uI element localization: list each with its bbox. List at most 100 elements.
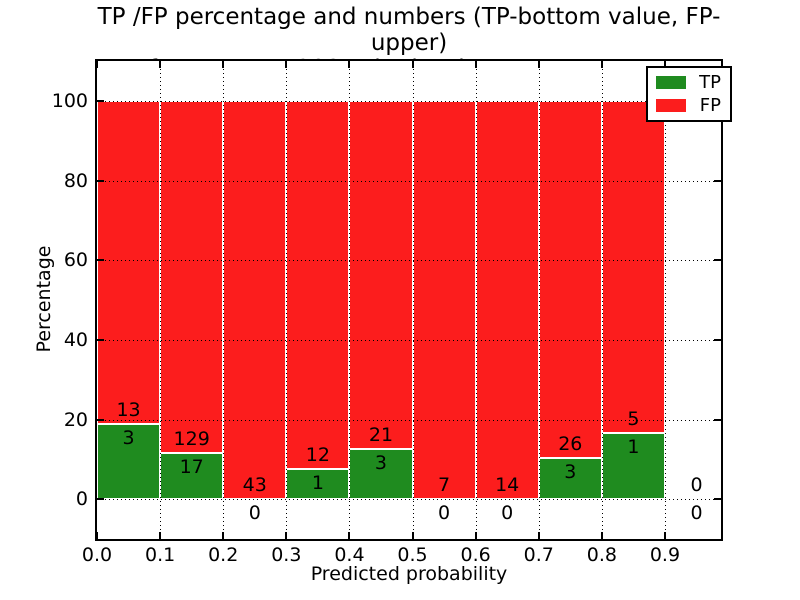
x-tick-mark (285, 61, 288, 68)
legend-row-tp: TP (656, 73, 721, 92)
fp-count-label: 0 (690, 474, 703, 497)
x-tick-label: 0.8 (586, 544, 617, 566)
tp-count-label: 0 (438, 502, 451, 525)
y-tick-mark (714, 498, 721, 501)
fp-legend-swatch-icon (656, 99, 686, 112)
x-tick-mark (411, 532, 414, 539)
y-tick-mark (97, 338, 104, 341)
fp-count-label: 21 (368, 424, 394, 447)
x-tick-mark (411, 61, 414, 68)
legend: TP FP (646, 66, 732, 122)
tp-bar-segment (97, 424, 161, 500)
tp-bar-segment (286, 468, 350, 500)
y-tick-label: 80 (63, 169, 88, 192)
v-gridline (538, 61, 540, 539)
legend-row-fp: FP (656, 96, 721, 115)
tp-bar-segment (349, 449, 413, 500)
x-tick-mark (222, 61, 225, 68)
fp-legend-label: FP (699, 95, 721, 116)
fp-count-label: 13 (116, 399, 141, 422)
x-tick-mark (600, 61, 603, 68)
fp-bar-segment (538, 100, 602, 458)
h-gridline (97, 499, 721, 501)
fp-count-label: 7 (438, 474, 451, 497)
fp-bar-segment (349, 100, 413, 450)
y-tick-mark (97, 99, 104, 102)
x-tick-label: 0.5 (397, 544, 428, 566)
tp-count-label: 1 (311, 471, 324, 494)
y-tick-mark (714, 259, 721, 262)
y-tick-mark (714, 418, 721, 421)
bars-layer (97, 61, 721, 539)
y-tick-mark (97, 259, 104, 262)
x-tick-mark (537, 532, 540, 539)
h-gridline (97, 260, 721, 262)
v-gridline (223, 61, 225, 539)
x-tick-mark (222, 532, 225, 539)
tp-count-label: 17 (179, 455, 204, 478)
h-gridline (97, 100, 721, 102)
y-tick-label: 60 (63, 249, 88, 272)
y-tick-label: 20 (63, 408, 88, 431)
v-gridline (664, 61, 666, 539)
y-tick-mark (714, 179, 721, 182)
v-gridline (286, 61, 288, 539)
chart-title-line1: TP /FP percentage and numbers (TP-bottom… (97, 4, 721, 56)
fp-count-label: 14 (495, 474, 520, 497)
tp-count-label: 0 (501, 502, 514, 525)
tp-count-label: 3 (122, 427, 135, 450)
v-gridline (601, 61, 603, 539)
x-tick-mark (96, 61, 98, 68)
x-tick-mark (348, 532, 351, 539)
y-tick-mark (97, 179, 104, 182)
x-tick-mark (285, 532, 288, 539)
x-tick-mark (600, 532, 603, 539)
h-gridline (97, 180, 721, 182)
tp-count-label: 3 (374, 452, 388, 475)
tp-count-label: 0 (248, 502, 261, 525)
tp-legend-swatch-icon (656, 76, 686, 89)
y-tick-label: 40 (63, 328, 88, 351)
x-tick-mark (474, 61, 477, 68)
x-tick-mark (348, 61, 351, 68)
y-tick-label: 0 (75, 488, 88, 511)
y-tick-mark (97, 418, 104, 421)
tp-count-label: 0 (690, 502, 703, 525)
v-gridline (160, 61, 162, 539)
x-tick-mark (159, 532, 162, 539)
bar-count-labels-layer: 13 3 129 17 43 0 12 1 21 3 7 0 14 0 26 3 5 1 0 0 (97, 61, 721, 539)
fp-count-label: 26 (558, 432, 583, 455)
x-tick-label: 0.2 (208, 544, 239, 566)
h-gridline (97, 419, 721, 421)
x-tick-label: 0.7 (523, 544, 554, 566)
x-axis-label: Predicted probability (310, 563, 508, 585)
fp-count-label: 5 (627, 407, 640, 430)
v-gridline (475, 61, 477, 539)
x-tick-mark (663, 61, 666, 68)
tp-bar-segment (601, 432, 665, 500)
x-tick-label: 0.1 (144, 544, 176, 566)
x-tick-mark (474, 532, 477, 539)
fp-count-label: 43 (242, 474, 267, 497)
x-tick-label: 0.0 (81, 544, 113, 566)
tp-count-label: 1 (627, 435, 640, 458)
tp-bar-segment (538, 457, 602, 500)
x-tick-label: 0.4 (334, 544, 365, 566)
x-tick-label: 0.3 (271, 544, 302, 566)
v-gridline (412, 61, 414, 539)
x-tick-mark (537, 61, 540, 68)
x-tick-mark (96, 532, 98, 539)
y-tick-mark (714, 338, 721, 341)
plot-area: 13 3 129 17 43 0 12 1 21 3 7 0 14 0 26 3 5 1 0 0 TP FP (95, 59, 732, 541)
fp-count-label: 12 (305, 443, 330, 466)
x-tick-mark (663, 532, 666, 539)
x-tick-label: 0.6 (460, 544, 491, 566)
fp-bar-segment (601, 100, 665, 433)
fp-count-label: 129 (173, 427, 210, 450)
tp-count-label: 3 (564, 460, 577, 483)
x-tick-mark (159, 61, 162, 68)
h-gridline (97, 339, 721, 341)
tp-legend-label: TP (699, 72, 721, 93)
fp-bar-segment (97, 100, 161, 425)
